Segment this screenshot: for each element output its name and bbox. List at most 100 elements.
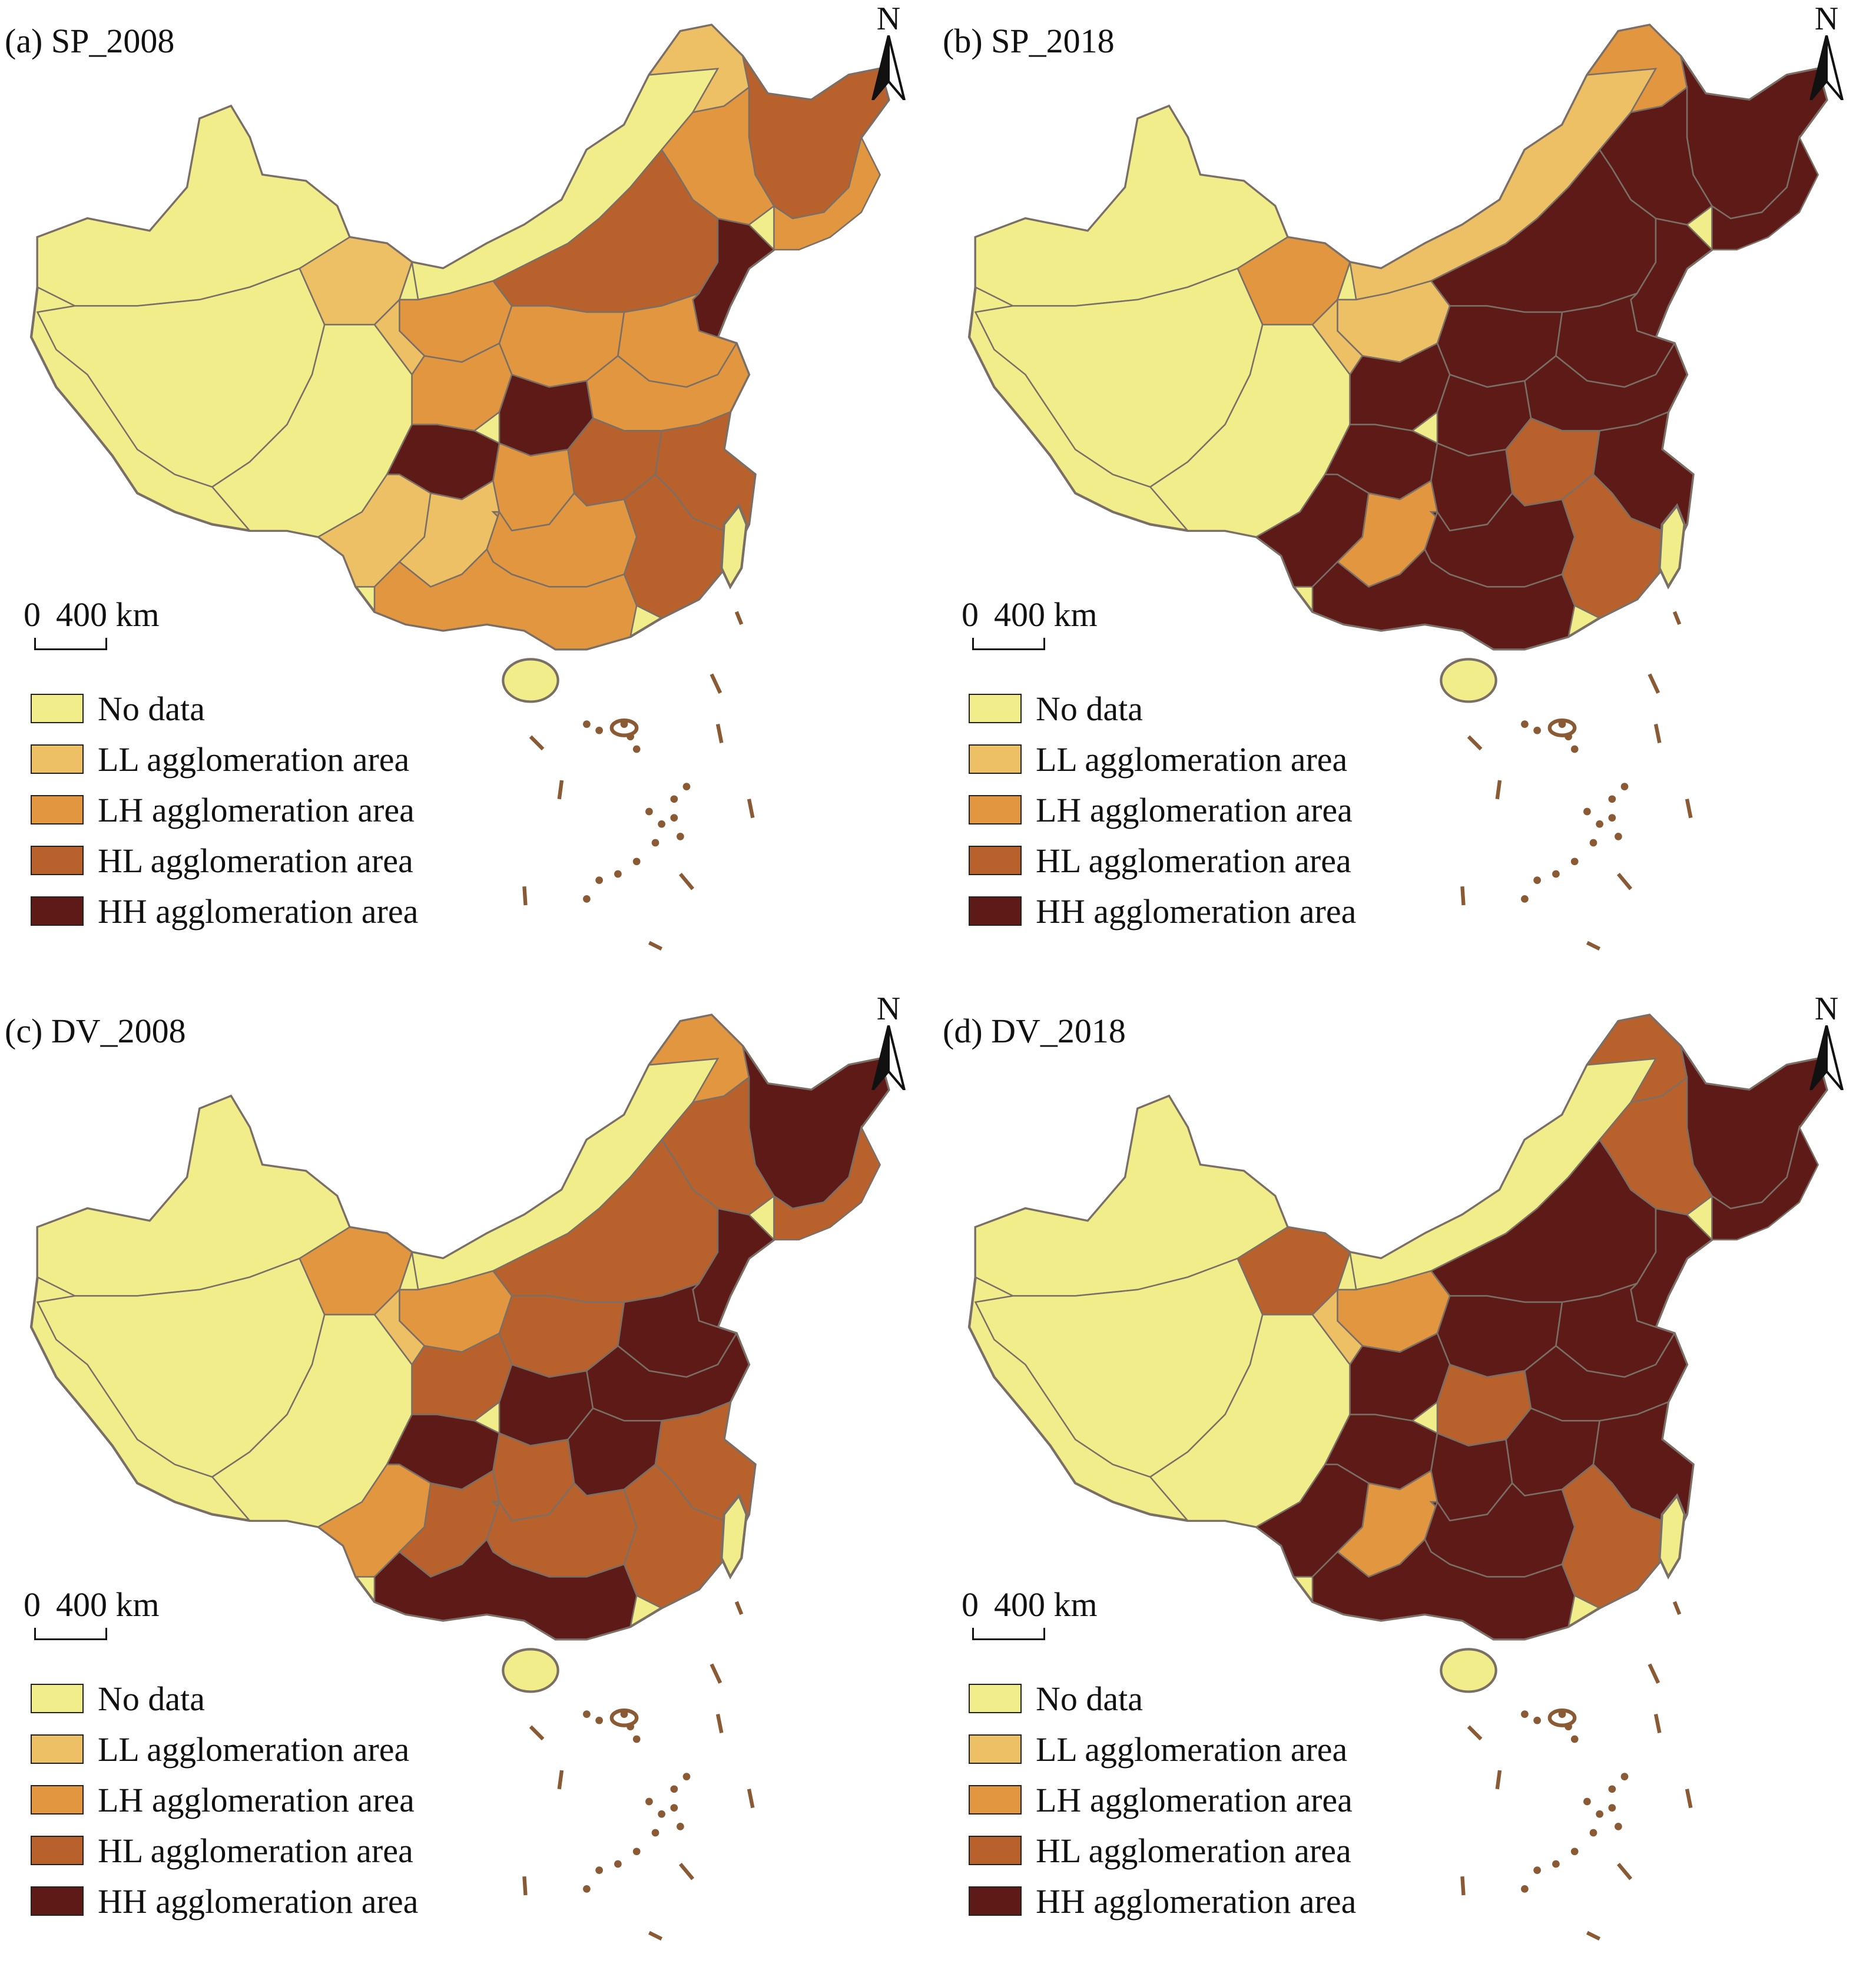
legend-item-lh: LH agglomeration area xyxy=(969,784,1356,835)
map-region xyxy=(373,1538,638,1640)
legend-swatch xyxy=(31,1734,84,1764)
scale-zero: 0 xyxy=(962,595,979,634)
map-region xyxy=(1311,1251,1364,1366)
legend-swatch xyxy=(969,1684,1022,1713)
map-region xyxy=(411,342,513,432)
legend-swatch xyxy=(969,1886,1022,1916)
north-arrow: N xyxy=(865,992,912,1093)
north-arrow-icon xyxy=(871,35,906,101)
map-region xyxy=(1311,261,1364,376)
legend-item-no-data: No data xyxy=(31,683,418,734)
north-arrow-icon xyxy=(871,1025,906,1091)
legend-item-ll: LL agglomeration area xyxy=(969,734,1356,784)
legend-label: LL agglomeration area xyxy=(98,740,410,779)
legend-swatch xyxy=(31,896,84,926)
map-panel-a: (a) SP_2008 N 0 400 km No data LL agglome… xyxy=(0,0,938,990)
scale-bar-line xyxy=(34,1628,107,1640)
legend-label: No data xyxy=(1036,689,1143,728)
map-panel-d: (d) DV_2018 N 0 400 km No data LL agglome… xyxy=(938,990,1876,1980)
legend: No data LL agglomeration area LH agglome… xyxy=(969,683,1356,936)
north-arrow: N xyxy=(1803,2,1850,103)
scale-bar: 0 400 km xyxy=(24,1585,175,1640)
map-region xyxy=(1349,1332,1451,1422)
map-region xyxy=(1711,135,1819,251)
map-region xyxy=(373,1251,426,1366)
scale-zero: 0 xyxy=(24,1585,41,1624)
legend-label: HH agglomeration area xyxy=(98,1882,419,1921)
legend-item-ll: LL agglomeration area xyxy=(969,1724,1356,1774)
legend-swatch xyxy=(969,744,1022,774)
map-region xyxy=(373,548,638,650)
map-panel-b: (b) SP_2018 N 0 400 km No data LL agglome… xyxy=(938,0,1876,990)
scale-bar: 0 400 km xyxy=(962,595,1113,650)
legend-swatch xyxy=(31,1886,84,1916)
scale-bar: 0 400 km xyxy=(24,595,175,650)
scale-bar-line xyxy=(972,1628,1045,1640)
legend-label: HH agglomeration area xyxy=(1036,1882,1357,1921)
north-arrow: N xyxy=(865,2,912,103)
legend: No data LL agglomeration area LH agglome… xyxy=(969,1673,1356,1926)
map-panel-c: (c) DV_2008 N 0 400 km No data LL agglome… xyxy=(0,990,938,1980)
legend-item-hl: HL agglomeration area xyxy=(969,1825,1356,1876)
north-arrow-icon xyxy=(1809,35,1844,101)
legend-label: LH agglomeration area xyxy=(1036,790,1353,829)
legend-label: LL agglomeration area xyxy=(1036,740,1348,779)
legend-item-no-data: No data xyxy=(969,1673,1356,1724)
legend-label: No data xyxy=(98,689,205,728)
scale-distance: 400 km xyxy=(56,595,160,634)
legend-swatch xyxy=(969,896,1022,926)
legend-swatch xyxy=(31,1785,84,1815)
map-region xyxy=(773,135,881,251)
legend-label: HL agglomeration area xyxy=(1036,841,1351,880)
china-map-c xyxy=(29,1014,890,1941)
map-region xyxy=(1311,548,1576,650)
legend-swatch xyxy=(31,846,84,875)
legend-label: LL agglomeration area xyxy=(98,1730,410,1769)
legend: No data LL agglomeration area LH agglome… xyxy=(31,1673,418,1926)
north-label: N xyxy=(1814,1,1839,37)
legend-label: HH agglomeration area xyxy=(98,892,419,931)
legend-label: LH agglomeration area xyxy=(98,790,415,829)
legend-item-ll: LL agglomeration area xyxy=(31,1724,418,1774)
legend-item-ll: LL agglomeration area xyxy=(31,734,418,784)
legend-item-hh: HH agglomeration area xyxy=(969,886,1356,936)
legend-label: HL agglomeration area xyxy=(1036,1831,1351,1870)
scale-distance: 400 km xyxy=(994,595,1098,634)
legend-item-hh: HH agglomeration area xyxy=(31,886,418,936)
legend-label: No data xyxy=(1036,1679,1143,1718)
legend-swatch xyxy=(969,846,1022,875)
north-label: N xyxy=(1814,991,1839,1027)
legend-label: LH agglomeration area xyxy=(1036,1780,1353,1819)
legend-label: LL agglomeration area xyxy=(1036,1730,1348,1769)
legend-item-no-data: No data xyxy=(969,683,1356,734)
map-region xyxy=(1349,342,1451,432)
legend-label: HL agglomeration area xyxy=(98,1831,413,1870)
legend-item-no-data: No data xyxy=(31,1673,418,1724)
legend-swatch xyxy=(969,694,1022,723)
legend-swatch xyxy=(31,1836,84,1865)
legend-item-hh: HH agglomeration area xyxy=(31,1876,418,1926)
legend-swatch xyxy=(969,795,1022,825)
map-region xyxy=(1711,1125,1819,1241)
legend-swatch xyxy=(31,1684,84,1713)
scale-zero: 0 xyxy=(24,595,41,634)
legend-label: HL agglomeration area xyxy=(98,841,413,880)
scale-bar-line xyxy=(972,638,1045,650)
china-map-a xyxy=(29,24,890,951)
map-region xyxy=(373,261,426,376)
scale-bar-line xyxy=(34,638,107,650)
legend-item-hl: HL agglomeration area xyxy=(31,835,418,886)
panel-title: (b) SP_2018 xyxy=(943,22,1115,60)
north-arrow-icon xyxy=(1809,1025,1844,1091)
china-map-d xyxy=(967,1014,1828,1941)
legend-swatch xyxy=(969,1734,1022,1764)
legend-item-lh: LH agglomeration area xyxy=(31,784,418,835)
scale-zero: 0 xyxy=(962,1585,979,1624)
legend-swatch xyxy=(31,744,84,774)
legend: No data LL agglomeration area LH agglome… xyxy=(31,683,418,936)
legend-item-hl: HL agglomeration area xyxy=(969,835,1356,886)
panel-title: (c) DV_2008 xyxy=(5,1012,186,1050)
legend-label: No data xyxy=(98,1679,205,1718)
legend-label: HH agglomeration area xyxy=(1036,892,1357,931)
scale-distance: 400 km xyxy=(994,1585,1098,1624)
